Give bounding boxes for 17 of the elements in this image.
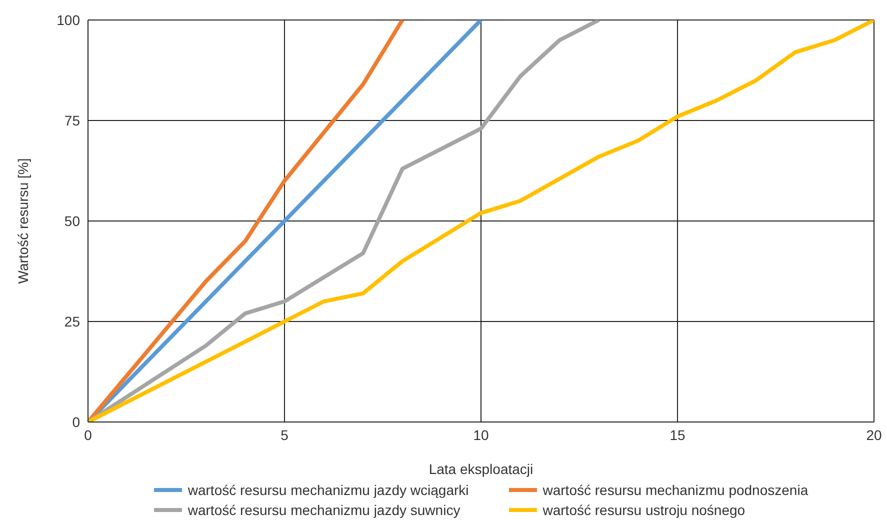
legend-label: wartość resursu mechanizmu podnoszenia bbox=[542, 482, 808, 498]
x-tick-label: 0 bbox=[84, 426, 92, 443]
x-tick-label: 5 bbox=[280, 426, 289, 443]
x-tick-label: 10 bbox=[473, 426, 489, 443]
y-tick-label: 50 bbox=[64, 212, 80, 229]
y-tick-label: 25 bbox=[64, 313, 80, 330]
x-tick-label: 20 bbox=[866, 426, 882, 443]
x-axis-title: Lata eksploatacji bbox=[428, 461, 534, 477]
y-tick-label: 75 bbox=[64, 112, 80, 128]
x-tick-label: 15 bbox=[670, 426, 686, 443]
legend-label: wartość resursu ustroju nośnego bbox=[542, 502, 746, 518]
legend-label: wartość resursu mechanizmu jazdy wciągarki bbox=[188, 482, 469, 498]
y-tick-label: 0 bbox=[72, 414, 80, 430]
y-tick-label: 100 bbox=[56, 12, 80, 28]
y-axis-title: Wartość resursu [%] bbox=[14, 158, 31, 284]
line-series bbox=[88, 20, 874, 422]
legend-label: wartość resursu mechanizmu jazdy suwnicy bbox=[188, 502, 460, 518]
